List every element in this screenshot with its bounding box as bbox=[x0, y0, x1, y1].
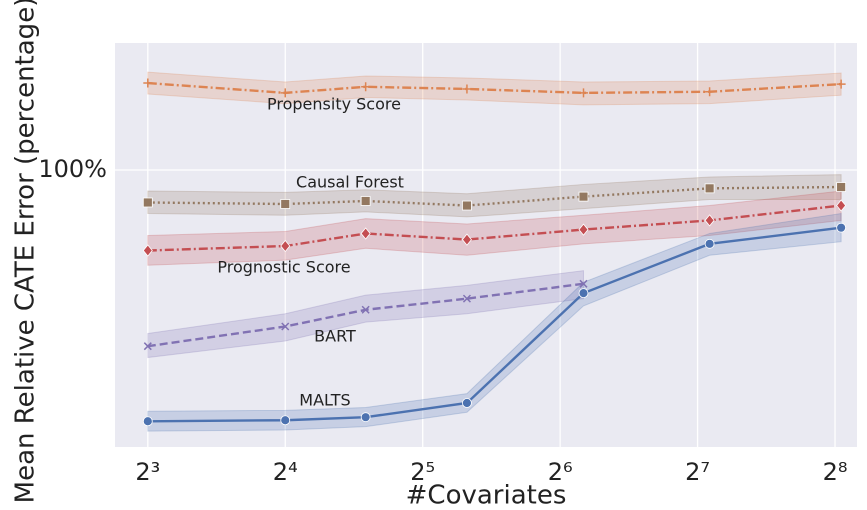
marker bbox=[462, 84, 472, 94]
marker bbox=[836, 182, 847, 192]
marker bbox=[360, 412, 371, 423]
marker bbox=[280, 199, 291, 209]
marker bbox=[360, 227, 371, 240]
marker bbox=[578, 191, 589, 202]
marker bbox=[705, 87, 715, 97]
marker bbox=[578, 88, 588, 98]
marker bbox=[142, 416, 153, 427]
x-tick-label: 2⁸ bbox=[823, 458, 848, 486]
marker bbox=[462, 398, 472, 408]
marker bbox=[704, 238, 715, 249]
marker bbox=[281, 322, 290, 331]
marker bbox=[462, 200, 472, 211]
marker bbox=[836, 199, 847, 212]
marker bbox=[361, 82, 371, 92]
confidence-band bbox=[147, 190, 842, 266]
marker bbox=[142, 197, 153, 208]
x-tick-label: 2³ bbox=[135, 458, 160, 486]
marker bbox=[836, 222, 847, 233]
marker bbox=[704, 183, 715, 194]
marker bbox=[280, 88, 290, 98]
series-label: MALTS bbox=[299, 391, 350, 410]
x-tick-label: 2⁴ bbox=[273, 458, 298, 486]
series-label: Propensity Score bbox=[267, 95, 401, 114]
series-label: Prognostic Score bbox=[217, 258, 350, 277]
marker bbox=[578, 223, 589, 236]
series-label: Causal Forest bbox=[296, 173, 404, 192]
y-tick-label: 100% bbox=[38, 155, 107, 183]
marker bbox=[280, 415, 291, 426]
x-tick-label: 2⁵ bbox=[410, 458, 435, 486]
marker bbox=[143, 342, 152, 351]
x-tick-label: 2⁷ bbox=[685, 458, 710, 486]
marker bbox=[579, 279, 588, 288]
marker bbox=[143, 78, 153, 88]
marker bbox=[836, 79, 846, 89]
x-tick-label: 2⁶ bbox=[548, 458, 573, 486]
confidence-band bbox=[147, 212, 842, 432]
confidence-band bbox=[147, 71, 842, 106]
marker bbox=[704, 214, 715, 227]
marker bbox=[280, 239, 291, 253]
marker bbox=[142, 244, 153, 257]
marker bbox=[578, 288, 589, 299]
marker bbox=[462, 294, 471, 303]
plot-area bbox=[115, 43, 857, 447]
x-axis-title: #Covariates bbox=[406, 481, 567, 510]
confidence-band bbox=[147, 270, 584, 359]
marker bbox=[361, 305, 370, 314]
y-axis-title: Mean Relative CATE Error (percentage) bbox=[11, 0, 41, 503]
marker bbox=[360, 196, 371, 206]
marker bbox=[461, 233, 472, 246]
series-label: BART bbox=[314, 327, 356, 346]
